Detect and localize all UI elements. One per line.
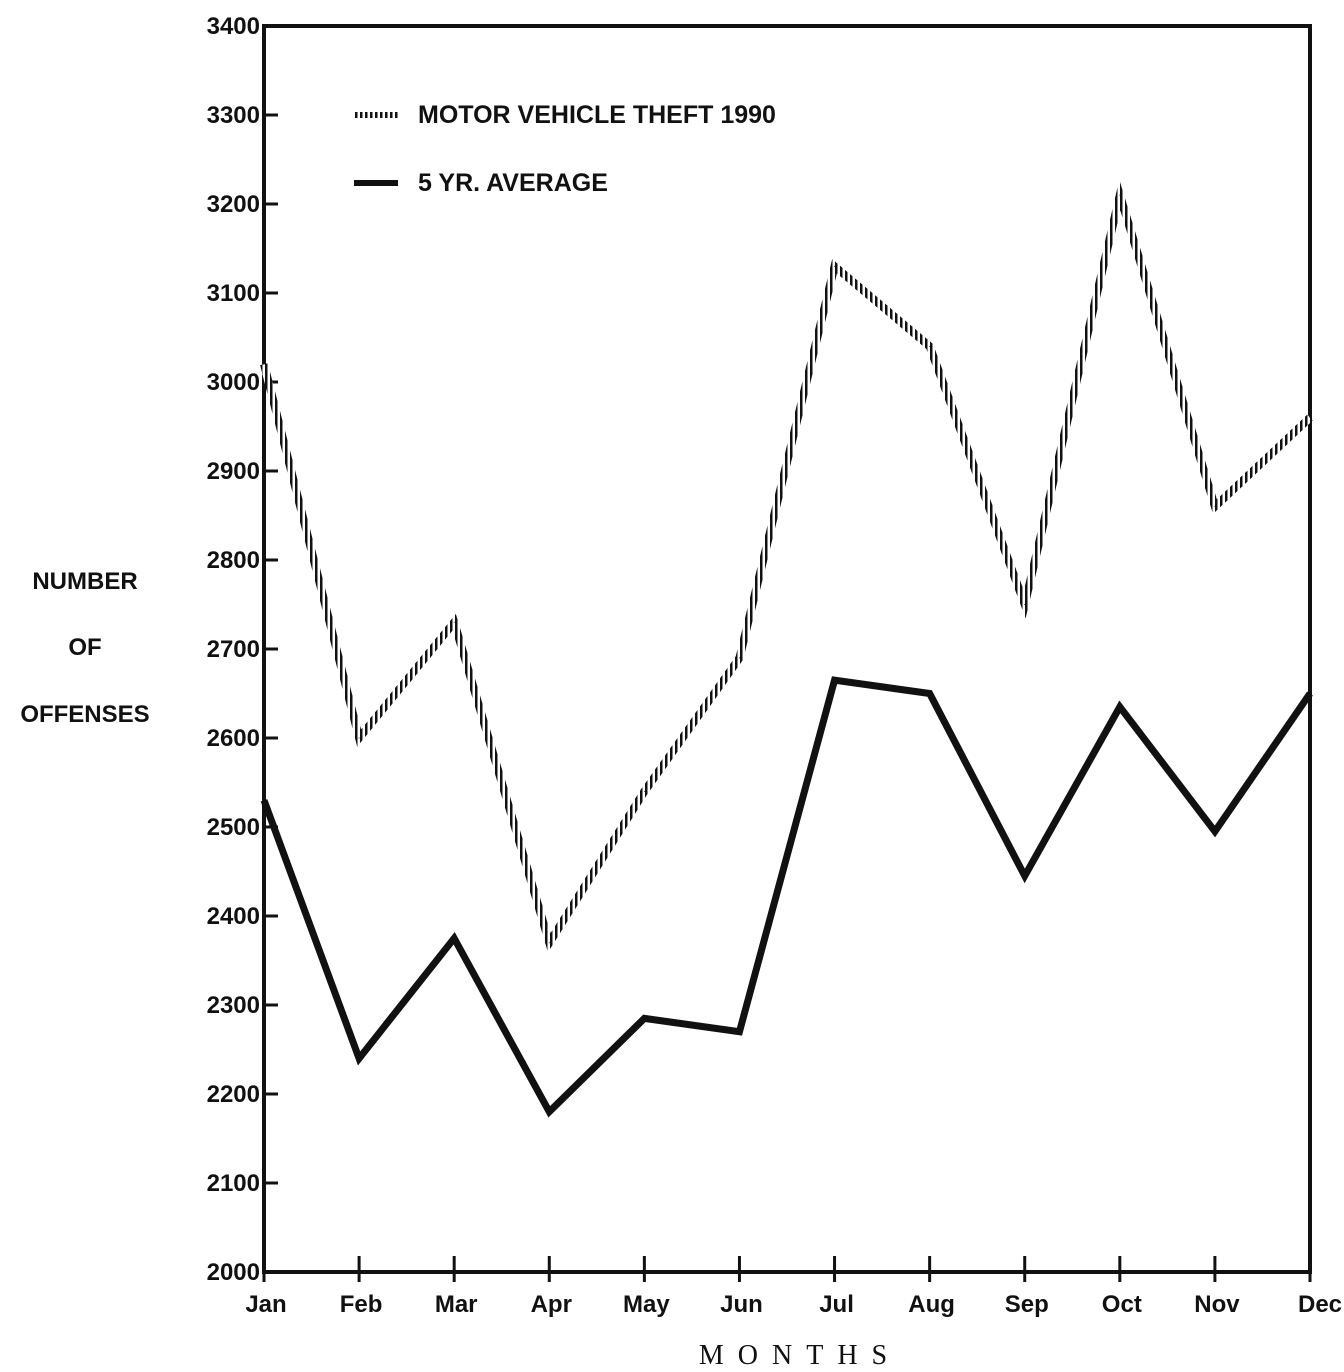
legend: MOTOR VEHICLE THEFT 1990 5 YR. AVERAGE (354, 101, 776, 197)
y-tick-label: 2600 (207, 725, 260, 752)
y-tick-label: 3200 (207, 191, 260, 218)
data-point (453, 937, 455, 939)
data-point (263, 363, 265, 365)
plot-frame (262, 24, 1312, 1274)
data-point (929, 693, 931, 694)
x-tick-label: Jul (819, 1291, 854, 1318)
y-axis-ticks: 2000 2100 2200 2300 2400 2500 2600 2700 2800 2900… (207, 13, 278, 1286)
x-tick-label: Apr (531, 1291, 572, 1318)
y-tick-label: 2200 (207, 1081, 260, 1108)
y-tick-label: 2900 (207, 458, 260, 485)
series-line-theft-1990 (260, 179, 1313, 953)
y-axis-label-line-3: OFFENSES (20, 701, 150, 728)
x-tick-label: Jan (245, 1291, 286, 1318)
series-lines (260, 179, 1313, 1118)
data-point (453, 621, 455, 623)
data-point (548, 942, 550, 944)
x-tick-label: Feb (340, 1291, 383, 1318)
data-point (1309, 417, 1311, 419)
data-point (358, 737, 360, 739)
data-point (738, 1031, 740, 1033)
x-tick-label: Sep (1005, 1291, 1049, 1318)
x-tick-label: May (623, 1291, 670, 1318)
x-tick-label: Oct (1102, 1291, 1142, 1318)
data-point (1309, 693, 1311, 694)
legend-label: 5 YR. AVERAGE (418, 169, 608, 197)
data-point (738, 657, 740, 659)
y-axis-label-line-2: OF (68, 634, 102, 661)
data-point (1119, 706, 1121, 708)
x-tick-label: Jun (720, 1291, 763, 1318)
y-tick-label: 3400 (207, 13, 260, 40)
data-point (1119, 194, 1121, 196)
data-point (1214, 830, 1216, 832)
y-tick-label: 2100 (207, 1170, 260, 1197)
x-axis-label: MONTHS (698, 1340, 902, 1371)
legend-label: MOTOR VEHICLE THEFT 1990 (418, 101, 776, 129)
y-tick-label: 2400 (207, 903, 260, 930)
x-tick-label: Nov (1194, 1291, 1240, 1318)
data-point (1024, 875, 1026, 877)
data-point (929, 345, 931, 347)
legend-swatch-hatched (354, 112, 398, 118)
y-tick-label: 2700 (207, 636, 260, 663)
x-tick-label: Aug (908, 1291, 955, 1318)
x-axis-ticks: Jan Feb Mar Apr May Jun Jul Aug Sep Oct Nov Dec (245, 1256, 1342, 1318)
y-tick-label: 3100 (207, 280, 260, 307)
y-tick-label: 3000 (207, 369, 260, 396)
y-tick-label: 2300 (207, 992, 260, 1019)
y-axis-label-line-1: NUMBER (32, 568, 138, 595)
data-point (643, 1017, 645, 1019)
data-point (1214, 506, 1216, 508)
data-point (548, 1111, 550, 1113)
y-tick-label: 3300 (207, 102, 260, 129)
y-tick-label: 2800 (207, 547, 260, 574)
data-point (263, 799, 265, 801)
y-tick-label: 2500 (207, 814, 260, 841)
series-line-5yr-average (260, 676, 1313, 1118)
x-tick-label: Dec (1298, 1291, 1342, 1318)
data-point (834, 679, 836, 681)
data-point (834, 265, 836, 267)
data-point (643, 790, 645, 792)
x-tick-label: Mar (435, 1291, 478, 1318)
data-point (358, 1057, 360, 1059)
y-tick-label: 2000 (207, 1259, 260, 1286)
data-point (1024, 604, 1026, 605)
